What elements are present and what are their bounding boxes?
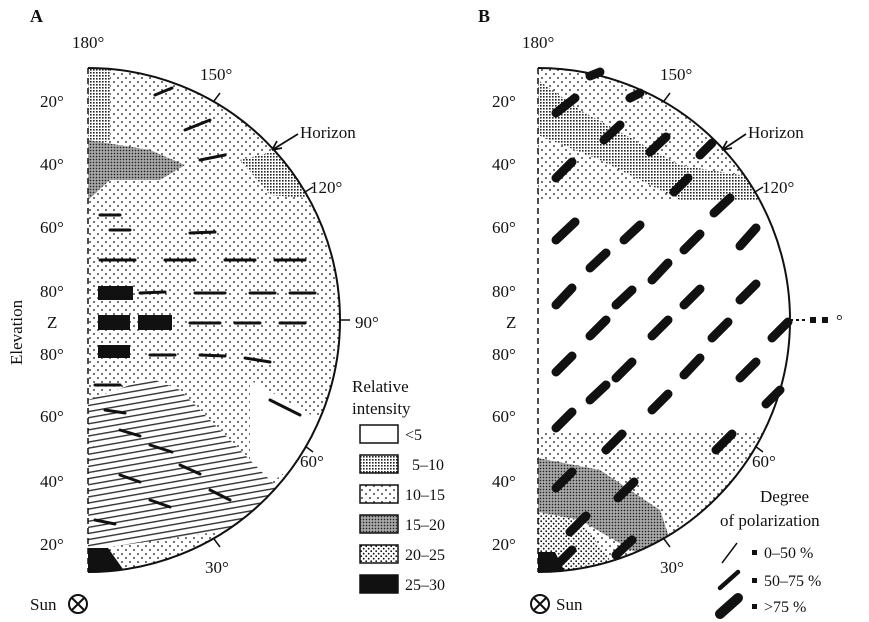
- panel-b: B: [478, 6, 843, 619]
- legend-a-label-5: 25–30: [405, 577, 445, 594]
- panel-b-letter: B: [478, 6, 490, 26]
- panel-a-label-90: 90°: [355, 313, 379, 332]
- panel-b-label-180: 180°: [522, 33, 554, 52]
- region-white-lower-right: [250, 380, 320, 500]
- legend-a-label-0: <5: [405, 427, 422, 444]
- panel-a-elev-80-top: 80°: [40, 282, 64, 301]
- panel-b-orientation-bars: [551, 67, 793, 571]
- legend-b-label-1: 50–75 %: [764, 573, 821, 590]
- legend-b-symbol-high: [715, 593, 743, 619]
- panel-a-elev-80-bottom: 80°: [40, 345, 64, 364]
- region-dense-stipple: [88, 140, 185, 200]
- panel-b-ticks: [663, 92, 764, 548]
- legend-a-label-1: 5–10: [412, 457, 444, 474]
- panel-b-elev-40-top: 40°: [492, 155, 516, 174]
- panel-a-orientation-dashes: [93, 86, 317, 526]
- panel-a-legend: Relative intensity <5 5–10 10–15 15–20 2…: [352, 377, 445, 594]
- panel-b-elev-80-bottom: 80°: [492, 345, 516, 364]
- panel-a-elev-20-top: 20°: [40, 92, 64, 111]
- legend-b-title-line2: of polarization: [720, 511, 820, 530]
- legend-b-label-0: 0–50 %: [764, 545, 813, 562]
- panel-a-elev-60-top: 60°: [40, 218, 64, 237]
- legend-a-title-line2: intensity: [352, 399, 411, 418]
- panel-a-label-60: 60°: [300, 452, 324, 471]
- panel-a-ticks: [213, 92, 350, 548]
- panel-b-elev-40-bottom: 40°: [492, 472, 516, 491]
- panel-a-elev-40-top: 40°: [40, 155, 64, 174]
- panel-b-edge-marker: °: [790, 311, 843, 330]
- panel-a-sun-icon: [68, 594, 88, 614]
- legend-a-label-3: 15–20: [405, 517, 445, 534]
- panel-b-elev-60-top: 60°: [492, 218, 516, 237]
- legend-b-title-line1: Degree: [760, 487, 809, 506]
- panel-b-label-30: 30°: [660, 558, 684, 577]
- region-b-dense-stipple: [538, 458, 670, 555]
- panel-a-sun-label: Sun: [30, 595, 57, 614]
- region-black-sun: [88, 548, 125, 572]
- legend-a-swatch-dense-stipple: [359, 514, 399, 534]
- panel-b-elev-20-top: 20°: [492, 92, 516, 111]
- panel-a-label-180: 180°: [72, 33, 104, 52]
- panel-b-legend: Degree of polarization 0–50 % 50–75 % >7…: [715, 487, 821, 619]
- panel-a-label-120: 120°: [310, 178, 342, 197]
- region-fine-grid-top: [88, 68, 110, 150]
- panel-a-elev-40-bottom: 40°: [40, 472, 64, 491]
- panel-a-horizon-label: Horizon: [300, 123, 356, 142]
- panel-b-horizon-arrow: [721, 133, 747, 151]
- panel-a-label-150: 150°: [200, 65, 232, 84]
- legend-a-swatch-white: [359, 424, 399, 444]
- panel-a-intensity-blocks: [98, 286, 172, 358]
- panel-b-edge-degree: °: [836, 311, 843, 330]
- legend-a-swatch-fine-grid: [359, 454, 399, 474]
- panel-b-elev-60-bottom: 60°: [492, 407, 516, 426]
- panel-b-horizon-label: Horizon: [748, 123, 804, 142]
- panel-b-label-120: 120°: [762, 178, 794, 197]
- panel-a-label-30: 30°: [205, 558, 229, 577]
- panel-a: A: [7, 6, 445, 614]
- panel-b-label-150: 150°: [660, 65, 692, 84]
- panel-b-elev-20-bottom: 20°: [492, 535, 516, 554]
- legend-a-label-4: 20–25: [405, 547, 445, 564]
- panel-b-label-60: 60°: [752, 452, 776, 471]
- panel-b-sun-label: Sun: [556, 595, 583, 614]
- panel-a-horizon-arrow: [271, 133, 299, 151]
- panel-a-elev-60-bottom: 60°: [40, 407, 64, 426]
- panel-b-zenith: Z: [506, 313, 516, 332]
- panel-a-elev-20-bottom: 20°: [40, 535, 64, 554]
- panel-a-letter: A: [30, 6, 43, 26]
- panel-b-elev-80-top: 80°: [492, 282, 516, 301]
- legend-b-label-2: >75 %: [764, 599, 806, 616]
- legend-b-symbol-low: [721, 542, 738, 564]
- panel-a-zenith: Z: [47, 313, 57, 332]
- panel-b-sun-icon: [530, 594, 550, 614]
- legend-a-swatch-black: [359, 574, 399, 594]
- legend-a-title-line1: Relative: [352, 377, 409, 396]
- panel-a-elevation-axis-label: Elevation: [7, 299, 26, 365]
- region-b-fine-grid-band: [538, 80, 770, 200]
- legend-a-swatch-sparse-dots: [359, 484, 399, 504]
- legend-a-swatch-medium-dots: [359, 544, 399, 564]
- legend-a-label-2: 10–15: [405, 487, 445, 504]
- region-hatch-lower: [88, 378, 280, 550]
- legend-b-symbol-mid: [717, 569, 741, 591]
